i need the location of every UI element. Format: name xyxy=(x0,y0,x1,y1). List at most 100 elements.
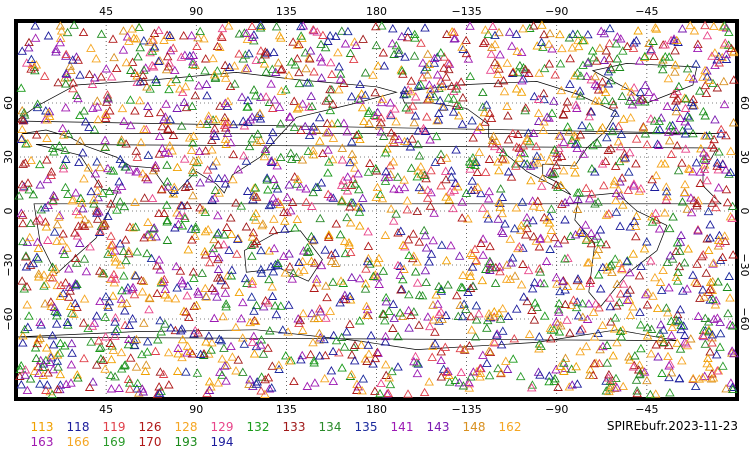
observation-marker xyxy=(580,220,591,229)
observation-marker xyxy=(617,264,627,274)
observation-marker xyxy=(30,21,40,30)
observation-marker xyxy=(177,221,188,230)
observation-marker xyxy=(471,300,482,310)
observation-marker xyxy=(65,61,75,70)
observation-marker xyxy=(41,222,52,231)
observation-marker xyxy=(41,279,51,288)
observation-marker xyxy=(236,201,247,210)
observation-marker xyxy=(381,296,392,306)
observation-marker xyxy=(647,217,658,226)
observation-marker xyxy=(341,327,352,336)
coastline xyxy=(33,144,722,275)
observation-marker xyxy=(242,186,253,195)
observation-marker xyxy=(79,221,90,230)
observation-marker xyxy=(371,40,382,50)
observation-marker xyxy=(118,26,129,35)
observation-marker xyxy=(577,298,588,308)
observation-marker xyxy=(479,107,490,117)
observation-marker xyxy=(671,272,681,282)
observation-marker xyxy=(704,326,714,336)
observation-marker xyxy=(276,86,287,95)
longitude-tick-label: 135 xyxy=(276,5,297,18)
observation-marker xyxy=(105,106,115,115)
observation-marker xyxy=(471,157,481,166)
observation-marker xyxy=(51,47,61,56)
observation-marker xyxy=(298,308,308,318)
observation-marker xyxy=(555,286,565,296)
observation-marker xyxy=(508,67,518,77)
observation-marker xyxy=(66,359,77,369)
latitude-tick-label: 30 xyxy=(738,150,750,164)
observation-marker xyxy=(661,303,672,312)
observation-marker xyxy=(363,340,374,349)
observation-marker xyxy=(337,363,347,372)
observation-marker xyxy=(18,182,29,192)
observation-marker xyxy=(212,41,223,51)
observation-marker xyxy=(363,253,374,263)
observation-marker xyxy=(276,152,286,162)
observation-marker xyxy=(155,107,166,117)
observation-marker xyxy=(349,355,360,365)
observation-marker xyxy=(125,384,135,393)
observation-marker xyxy=(375,388,385,398)
observation-marker xyxy=(295,181,306,191)
observation-marker xyxy=(425,201,436,210)
observation-marker xyxy=(486,49,497,58)
observation-marker xyxy=(412,358,422,367)
observation-marker xyxy=(429,53,440,63)
observation-marker xyxy=(321,313,331,322)
observation-marker xyxy=(663,340,674,350)
observation-marker xyxy=(307,308,317,318)
observation-marker xyxy=(206,345,216,354)
observation-marker xyxy=(572,68,583,77)
observation-marker xyxy=(265,326,275,335)
observation-marker xyxy=(156,278,167,287)
observation-marker xyxy=(663,127,674,136)
observation-marker xyxy=(402,195,413,205)
observation-marker xyxy=(294,39,304,48)
observation-marker xyxy=(377,193,388,203)
observation-marker xyxy=(605,301,616,311)
observation-marker xyxy=(328,330,339,340)
observation-marker xyxy=(443,58,453,67)
observation-marker xyxy=(591,358,601,367)
observation-marker xyxy=(575,86,585,95)
observation-marker xyxy=(407,101,418,110)
observation-marker xyxy=(422,112,432,121)
observation-marker xyxy=(608,121,618,131)
observation-marker xyxy=(168,130,179,139)
observation-marker xyxy=(186,30,197,40)
observation-marker xyxy=(331,31,341,41)
observation-marker xyxy=(313,313,323,322)
observation-marker xyxy=(534,339,545,348)
latitude-tick-label: −60 xyxy=(2,307,15,330)
observation-marker xyxy=(278,325,288,334)
observation-marker xyxy=(256,386,266,395)
observation-marker xyxy=(83,163,94,172)
observation-marker xyxy=(298,21,309,30)
observation-marker xyxy=(625,310,636,320)
observation-marker xyxy=(265,135,276,145)
observation-marker xyxy=(444,195,454,204)
observation-marker xyxy=(690,381,701,391)
observation-marker xyxy=(200,146,211,155)
observation-marker xyxy=(436,372,447,381)
observation-marker xyxy=(255,23,266,32)
observation-marker xyxy=(406,163,417,172)
observation-marker xyxy=(474,147,485,156)
observation-marker xyxy=(125,120,136,130)
observation-marker xyxy=(465,21,475,30)
legend-code-label: 113 xyxy=(31,420,54,434)
observation-marker xyxy=(267,291,278,300)
observation-marker xyxy=(594,302,604,312)
observation-marker xyxy=(324,157,334,166)
observation-marker xyxy=(423,312,433,321)
observation-marker xyxy=(658,64,668,74)
observation-marker xyxy=(267,361,278,370)
observation-marker xyxy=(277,64,287,73)
observation-marker xyxy=(148,62,159,71)
observation-marker xyxy=(536,181,547,190)
observation-marker xyxy=(726,146,736,155)
observation-marker xyxy=(103,94,113,103)
observation-marker xyxy=(357,385,367,395)
